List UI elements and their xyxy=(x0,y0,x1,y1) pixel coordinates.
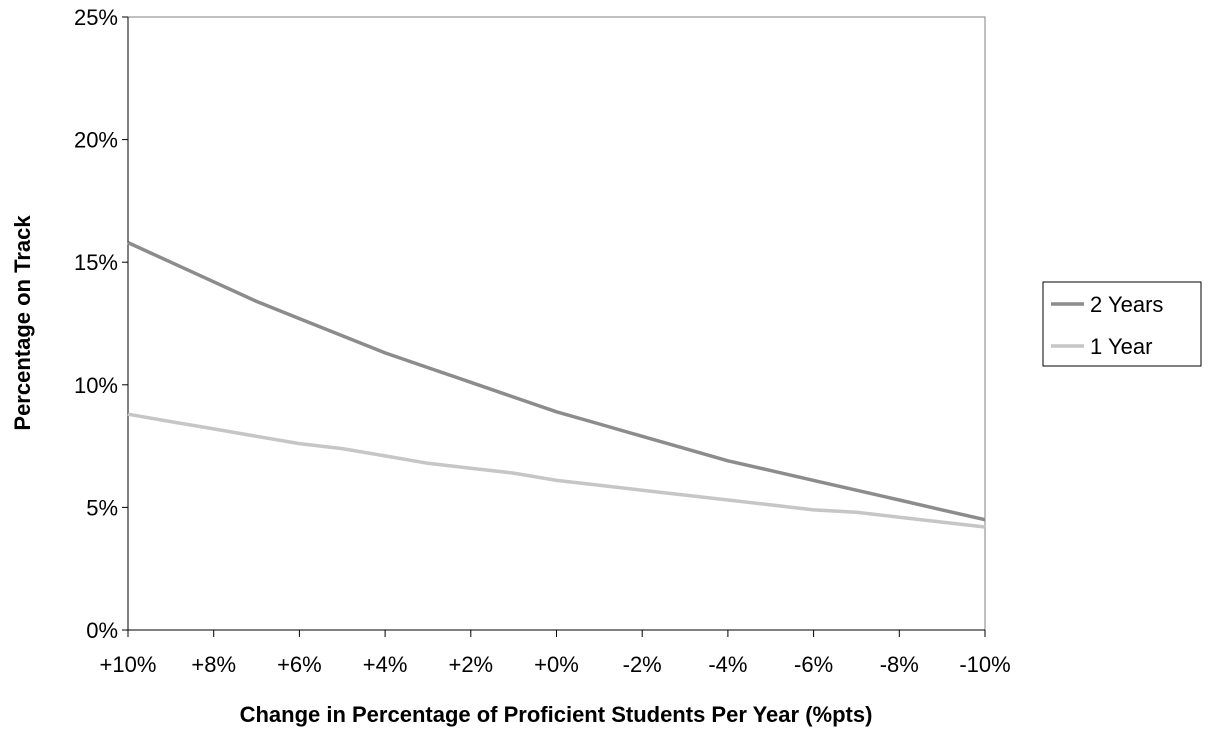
x-tick-label: +4% xyxy=(363,652,408,677)
legend-label-2-years: 2 Years xyxy=(1090,292,1163,317)
series-line-2-years xyxy=(127,241,986,522)
x-tick-label: -2% xyxy=(623,652,662,677)
y-axis: 0% 5% 10% 15% 20% 25% xyxy=(74,5,129,643)
plot-area-border xyxy=(127,16,986,631)
x-tick-label: -4% xyxy=(708,652,747,677)
y-tick-label: 0% xyxy=(86,618,118,643)
x-axis: +10% +8% +6% +4% +2% +0% -2% -4% -6% -8% -10% xyxy=(100,629,1011,677)
y-tick-label: 10% xyxy=(74,373,118,398)
y-tick-label: 15% xyxy=(74,250,118,275)
x-tick-label: +0% xyxy=(534,652,579,677)
y-tick-label: 5% xyxy=(86,495,118,520)
y-tick-label: 20% xyxy=(74,128,118,153)
x-tick-label: +6% xyxy=(277,652,322,677)
x-tick-label: -6% xyxy=(794,652,833,677)
series-lines xyxy=(127,241,986,529)
legend: 2 Years 1 Year xyxy=(1042,281,1202,367)
y-axis-title: Percentage on Track xyxy=(10,215,35,431)
x-axis-title: Change in Percentage of Proficient Stude… xyxy=(240,702,873,727)
series-line-1-year xyxy=(127,412,986,529)
x-tick-label: -8% xyxy=(880,652,919,677)
legend-label-1-year: 1 Year xyxy=(1090,334,1152,359)
x-tick-label: +8% xyxy=(191,652,236,677)
y-tick-label: 25% xyxy=(74,5,118,30)
x-tick-label: +2% xyxy=(448,652,493,677)
x-tick-label: +10% xyxy=(100,652,157,677)
legend-box xyxy=(1042,281,1202,367)
x-tick-label: -10% xyxy=(959,652,1010,677)
